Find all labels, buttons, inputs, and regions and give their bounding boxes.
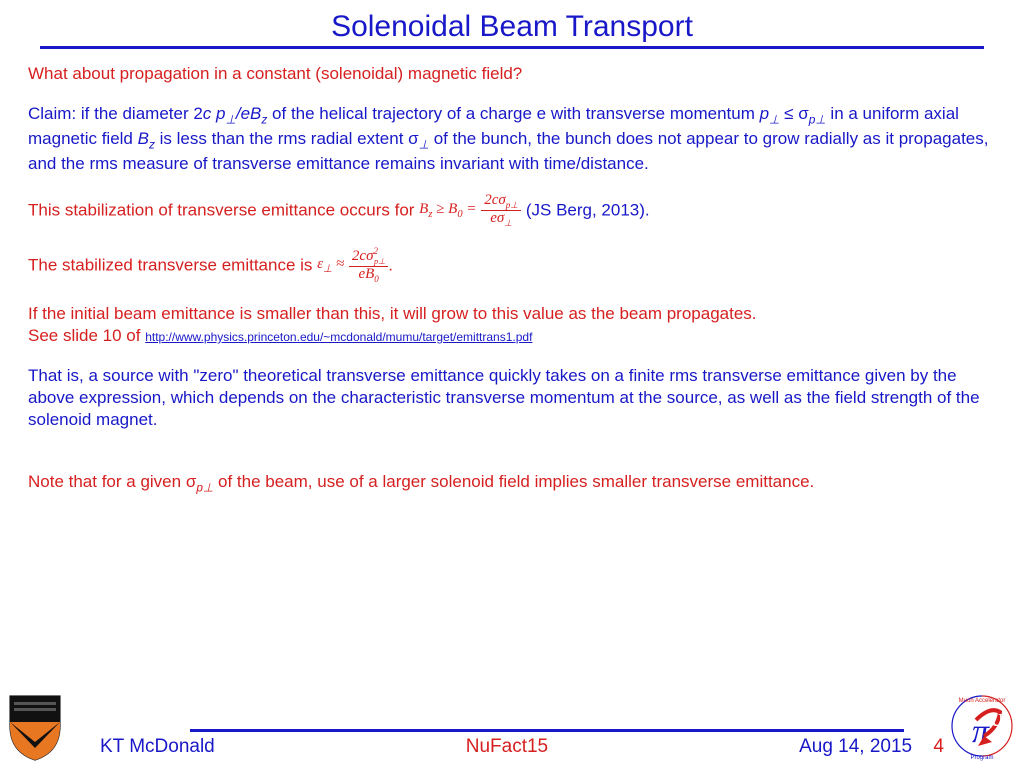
svg-text:Muon Accelerator: Muon Accelerator [959,698,1006,704]
slide-title: Solenoidal Beam Transport [0,0,1024,46]
footer-date: Aug 14, 2015 [799,736,912,757]
footer-right: Aug 14, 2015 4 [799,736,944,758]
footer-rule [190,729,904,732]
reference-link[interactable]: http://www.physics.princeton.edu/~mcdona… [145,330,532,344]
equation-bz: Bz ≥ B0 = [419,200,476,222]
footer-author: KT McDonald [100,736,215,758]
intro-question: What about propagation in a constant (so… [28,63,996,85]
muon-accelerator-logo-icon: Muon Accelerator Program π U [946,690,1018,762]
svg-text:Program: Program [970,755,993,761]
footer-venue: NuFact15 [466,736,548,758]
growth-note: If the initial beam emittance is smaller… [28,303,996,347]
fraction-emittance: 2cσ2p⊥ eB0 [349,247,388,285]
explanation-paragraph: That is, a source with "zero" theoretica… [28,365,996,431]
page-number: 4 [933,736,944,757]
svg-text:U: U [990,710,1003,730]
final-note: Note that for a given σp⊥ of the beam, u… [28,471,996,496]
stabilization-condition: This stabilization of transverse emittan… [28,193,996,229]
stabilized-emittance: The stabilized transverse emittance is ε… [28,247,996,285]
fraction-b0: 2cσp⊥ eσ⊥ [481,193,521,229]
slide-body: What about propagation in a constant (so… [0,63,1024,496]
claim-paragraph: Claim: if the diameter 2c p⊥/eBz of the … [28,103,996,175]
title-rule [40,46,984,49]
princeton-shield-icon [6,692,64,762]
footer: KT McDonald NuFact15 Aug 14, 2015 4 [0,729,1024,768]
